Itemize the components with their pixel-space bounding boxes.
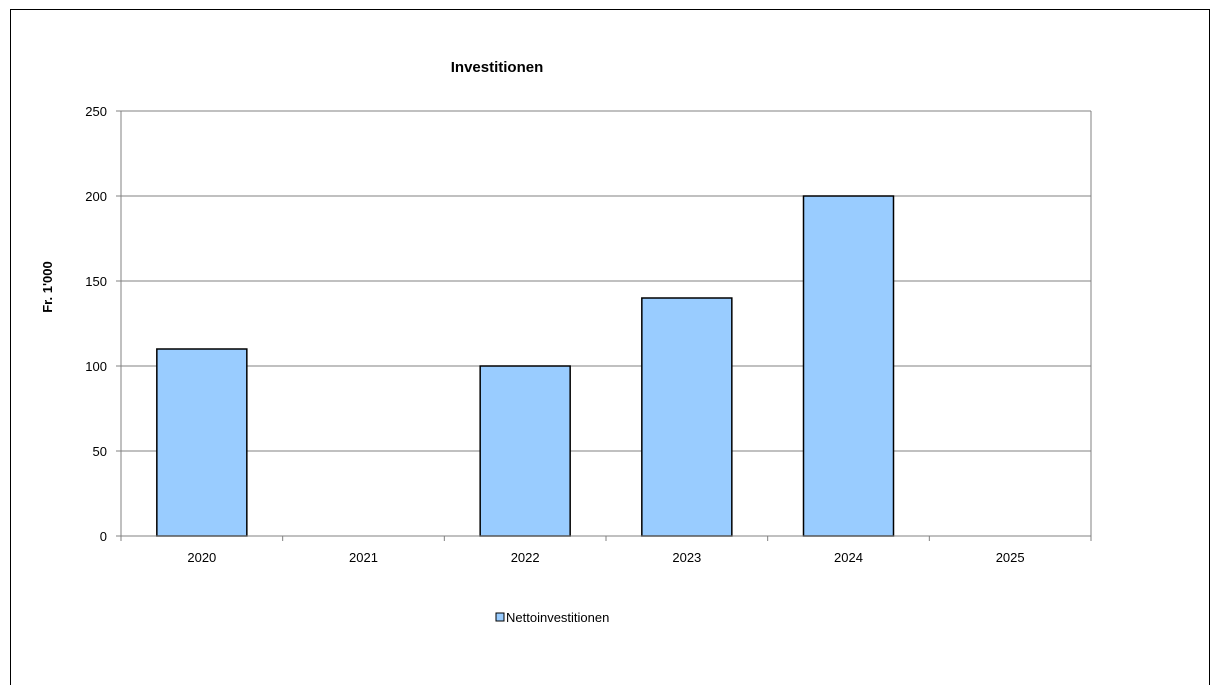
x-tick-label: 2024 (834, 550, 863, 565)
legend-swatch-nettoinvestitionen (495, 612, 505, 622)
y-tick-label: 100 (85, 359, 107, 374)
y-tick-label: 200 (85, 189, 107, 204)
y-tick-label: 150 (85, 274, 107, 289)
bars (156, 195, 895, 537)
legend: Nettoinvestitionen (495, 610, 609, 625)
x-tick-label: 2025 (996, 550, 1025, 565)
gridlines (121, 110, 1091, 452)
bar-2024 (802, 195, 895, 537)
y-tick-label: 250 (85, 104, 107, 119)
axes: 0 50 100 150 200 250 2020 2021 2022 2023 2024 2025 (85, 104, 1092, 565)
x-tick-label: 2020 (187, 550, 216, 565)
x-tick-label: 2022 (511, 550, 540, 565)
bar-2020 (156, 348, 248, 537)
legend-label-nettoinvestitionen: Nettoinvestitionen (506, 610, 609, 625)
x-tick-label: 2021 (349, 550, 378, 565)
bar-2022 (479, 365, 571, 537)
y-tick-label: 50 (93, 444, 107, 459)
bar-2023 (641, 297, 733, 537)
y-tick-label: 0 (100, 529, 107, 544)
x-tick-label: 2023 (672, 550, 701, 565)
chart-title: Investitionen (451, 59, 544, 76)
chart-frame (10, 9, 1210, 685)
y-axis-label: Fr. 1'000 (40, 261, 55, 313)
